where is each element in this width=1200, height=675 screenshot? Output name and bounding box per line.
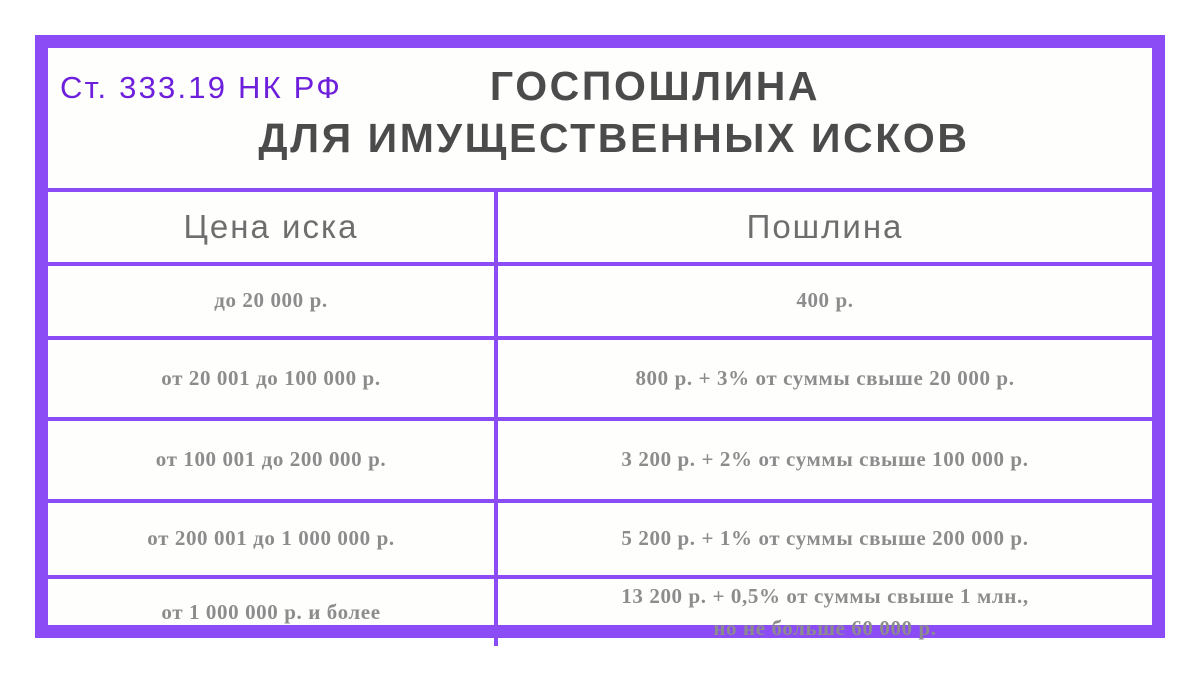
cell-fee-line-1: 13 200 р. + 0,5% от суммы свыше 1 млн., xyxy=(621,584,1029,608)
table-row: от 100 001 до 200 000 р. 3 200 р. + 2% о… xyxy=(48,421,1152,503)
page-title: ГОСПОШЛИНА ДЛЯ ИМУЩЕСТВЕННЫХ ИСКОВ xyxy=(48,60,1152,165)
table-row: от 20 001 до 100 000 р. 800 р. + 3% от с… xyxy=(48,340,1152,421)
table-row: от 1 000 000 р. и более 13 200 р. + 0,5%… xyxy=(48,579,1152,646)
fee-table: Цена иска Пошлина до 20 000 р. 400 р. от… xyxy=(48,188,1152,646)
table-row: до 20 000 р. 400 р. xyxy=(48,266,1152,340)
cell-fee: 3 200 р. + 2% от суммы свыше 100 000 р. xyxy=(498,421,1152,499)
article-reference-label: Ст. 333.19 НК РФ xyxy=(60,70,342,105)
cell-fee: 5 200 р. + 1% от суммы свыше 200 000 р. xyxy=(498,503,1152,575)
cell-fee: 800 р. + 3% от суммы свыше 20 000 р. xyxy=(498,340,1152,417)
page-title-line-1: ГОСПОШЛИНА xyxy=(489,63,821,109)
cell-fee: 13 200 р. + 0,5% от суммы свыше 1 млн., … xyxy=(498,579,1152,646)
column-header-fee: Пошлина xyxy=(746,208,904,245)
cell-fee: 400 р. xyxy=(498,266,1152,336)
cell-fee-line-1: 3 200 р. + 2% от суммы свыше 100 000 р. xyxy=(621,447,1029,472)
cell-claim-amount: от 200 001 до 1 000 000 р. xyxy=(48,503,498,575)
page-title-line-2: ДЛЯ ИМУЩЕСТВЕННЫХ ИСКОВ xyxy=(258,115,970,162)
cell-fee-line-1: 400 р. xyxy=(796,288,854,313)
cell-claim-amount: до 20 000 р. xyxy=(48,266,498,336)
cell-fee-line-1: 800 р. + 3% от суммы свыше 20 000 р. xyxy=(635,365,1015,390)
cell-fee-line-1: 5 200 р. + 1% от суммы свыше 200 000 р. xyxy=(621,526,1029,551)
table-row: от 200 001 до 1 000 000 р. 5 200 р. + 1%… xyxy=(48,503,1152,579)
cell-claim-amount: от 100 001 до 200 000 р. xyxy=(48,421,498,499)
column-header-claim-amount: Цена иска xyxy=(48,192,498,262)
table-header-row: Цена иска Пошлина xyxy=(48,192,1152,266)
cell-fee-line-2: но не больше 60 000 р. xyxy=(713,615,937,640)
purple-frame-border: Ст. 333.19 НК РФ ГОСПОШЛИНА ДЛЯ ИМУЩЕСТВ… xyxy=(35,35,1165,646)
cell-claim-amount: от 1 000 000 р. и более xyxy=(48,579,498,646)
cell-claim-amount: от 20 001 до 100 000 р. xyxy=(48,340,498,417)
title-block: Ст. 333.19 НК РФ ГОСПОШЛИНА ДЛЯ ИМУЩЕСТВ… xyxy=(48,48,1152,188)
frame-inner-content: Ст. 333.19 НК РФ ГОСПОШЛИНА ДЛЯ ИМУЩЕСТВ… xyxy=(48,48,1152,646)
